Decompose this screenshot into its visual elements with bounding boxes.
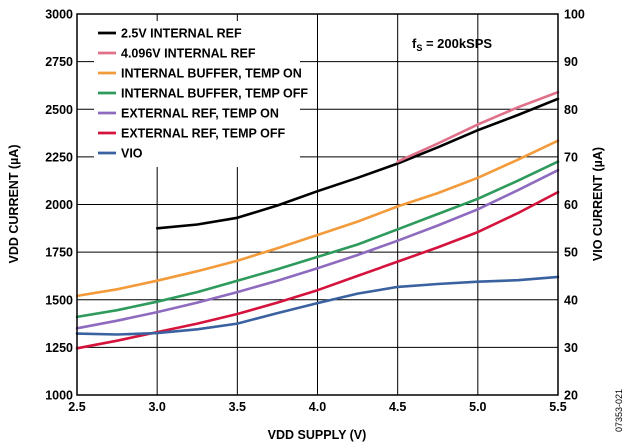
y-tick-label: 1500 (45, 293, 73, 307)
tick-labels: 2.5 3.0 3.5 4.0 4.5 5.0 5.5 1000 1250 1500 1750 200… (45, 8, 585, 415)
y-axis-title: VDD CURRENT (µA) (7, 144, 21, 263)
y2-tick-label: 80 (564, 103, 578, 117)
y-tick-label: 1000 (45, 389, 73, 403)
plot-frame (76, 13, 559, 396)
series-line (75, 160, 560, 319)
legend-label: 2.5V INTERNAL REF (121, 27, 242, 41)
y2-tick-label: 50 (564, 246, 578, 260)
y-tick-label: 2000 (45, 198, 73, 212)
y2-tick-label: 20 (564, 389, 578, 403)
annotation-rest: = 200kSPS (422, 36, 492, 51)
y2-tick-label: 30 (564, 341, 578, 355)
legend-label: INTERNAL BUFFER, TEMP OFF (121, 87, 308, 101)
x-tick-label: 3.0 (148, 400, 165, 414)
x-tick-label: 5.5 (549, 400, 566, 414)
series-line (155, 97, 560, 230)
series-line (75, 168, 560, 330)
y2-axis-title: VIO CURRENT (µA) (591, 147, 605, 261)
x-tick-label: 5.0 (469, 400, 486, 414)
y-tick-label: 3000 (45, 8, 73, 22)
x-tick-label: 4.0 (309, 400, 326, 414)
annotation-subscript: S (416, 43, 422, 53)
y2-tick-label: 90 (564, 55, 578, 69)
figure-id: 07353-021 (614, 389, 624, 432)
x-tick-label: 3.5 (229, 400, 246, 414)
legend-label: EXTERNAL REF, TEMP ON (121, 107, 279, 121)
y-tick-label: 2500 (45, 103, 73, 117)
x-tick-label: 2.5 (68, 400, 85, 414)
legend: 2.5V INTERNAL REF 4.096V INTERNAL REF INTE… (94, 21, 308, 167)
y-tick-label: 1250 (45, 341, 73, 355)
y2-tick-label: 70 (564, 150, 578, 164)
series-line (396, 90, 560, 163)
legend-label: INTERNAL BUFFER, TEMP ON (121, 67, 302, 81)
legend-background (94, 21, 300, 167)
grid-lines (77, 14, 558, 395)
y2-tick-label: 60 (564, 198, 578, 212)
x-axis-title: VDD SUPPLY (V) (268, 428, 367, 442)
legend-label: 4.096V INTERNAL REF (121, 47, 256, 61)
sample-rate-annotation: fS = 200kSPS (412, 36, 492, 53)
series-line (75, 139, 560, 298)
legend-label: EXTERNAL REF, TEMP OFF (121, 127, 286, 141)
y-tick-label: 2750 (45, 55, 73, 69)
y-tick-label: 2250 (45, 150, 73, 164)
legend-label: VIO (121, 147, 143, 161)
y-tick-label: 1750 (45, 246, 73, 260)
annotation-main: f (412, 36, 417, 51)
series-lines (75, 90, 560, 350)
series-line (75, 275, 560, 336)
x-tick-label: 4.5 (389, 400, 406, 414)
y2-tick-label: 100 (564, 8, 585, 22)
y2-tick-label: 40 (564, 293, 578, 307)
